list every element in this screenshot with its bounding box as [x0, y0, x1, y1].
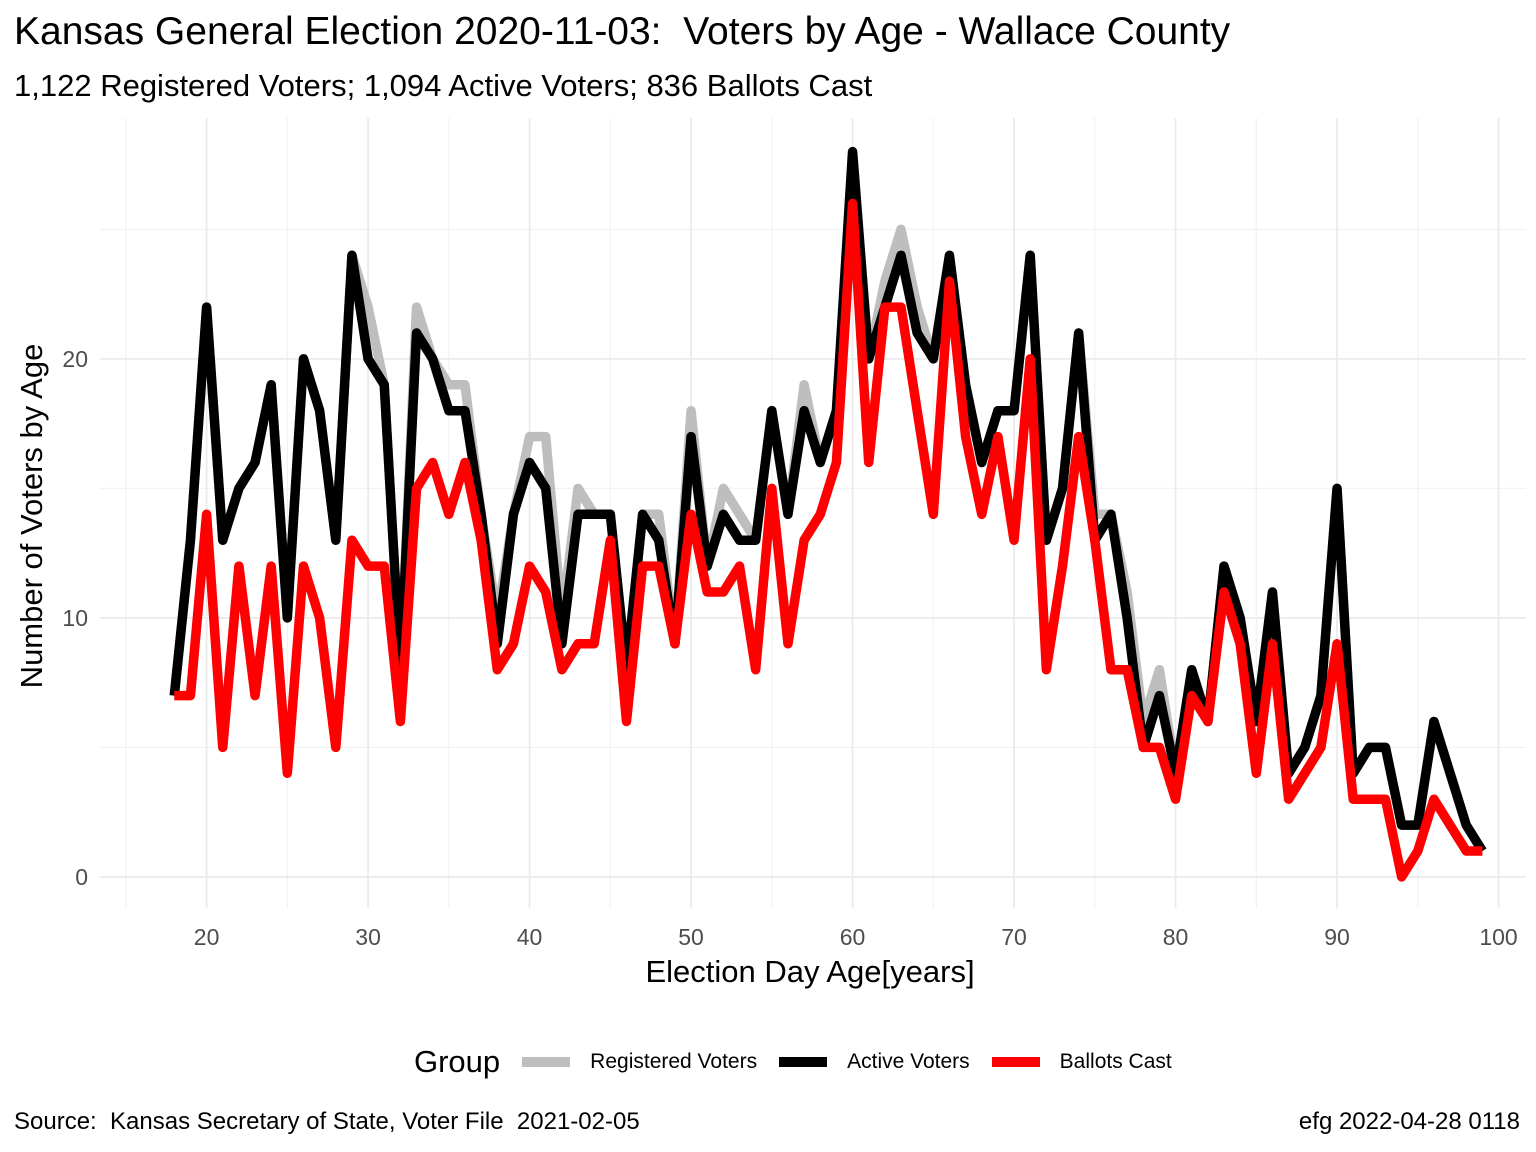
- x-tick-label: 30: [355, 924, 381, 950]
- legend-title: Group: [414, 1044, 501, 1079]
- legend-item-registered: Registered Voters: [522, 1050, 757, 1074]
- series-line-active-voters: [169, 146, 1487, 854]
- legend: Group Registered Voters Active Voters Ba…: [414, 1040, 1194, 1084]
- source-caption: Source: Kansas Secretary of State, Voter…: [14, 1108, 640, 1135]
- y-tick-label: 20: [62, 346, 88, 372]
- legend-item-active: Active Voters: [779, 1050, 970, 1074]
- legend-label-registered: Registered Voters: [590, 1050, 758, 1073]
- x-tick-label: 80: [1163, 924, 1189, 950]
- legend-label-ballots: Ballots Cast: [1059, 1050, 1172, 1073]
- y-axis-label: Number of Voters by Age: [14, 343, 49, 689]
- legend-key-ballots: [991, 1057, 1040, 1067]
- legend-label-active: Active Voters: [847, 1050, 970, 1073]
- x-tick-label: 70: [1001, 924, 1027, 950]
- x-tick-label: 90: [1324, 924, 1350, 950]
- x-axis-label: Election Day Age[years]: [645, 954, 975, 989]
- chart-subtitle: 1,122 Registered Voters; 1,094 Active Vo…: [14, 68, 873, 103]
- chart-title: Kansas General Election 2020-11-03: Vote…: [14, 10, 1231, 53]
- y-tick-label: 10: [62, 605, 88, 631]
- x-tick-label: 100: [1479, 924, 1517, 950]
- y-tick-label: 0: [75, 864, 88, 890]
- legend-key-registered: [522, 1057, 571, 1067]
- x-tick-label: 50: [678, 924, 704, 950]
- x-tick-label: 20: [194, 924, 220, 950]
- legend-item-ballots: Ballots Cast: [991, 1050, 1172, 1074]
- x-tick-label: 40: [517, 924, 543, 950]
- author-caption: efg 2022-04-28 0118: [1298, 1108, 1520, 1135]
- x-tick-label: 60: [840, 924, 866, 950]
- legend-key-active: [779, 1057, 828, 1067]
- series-line-ballots-cast: [174, 198, 1483, 882]
